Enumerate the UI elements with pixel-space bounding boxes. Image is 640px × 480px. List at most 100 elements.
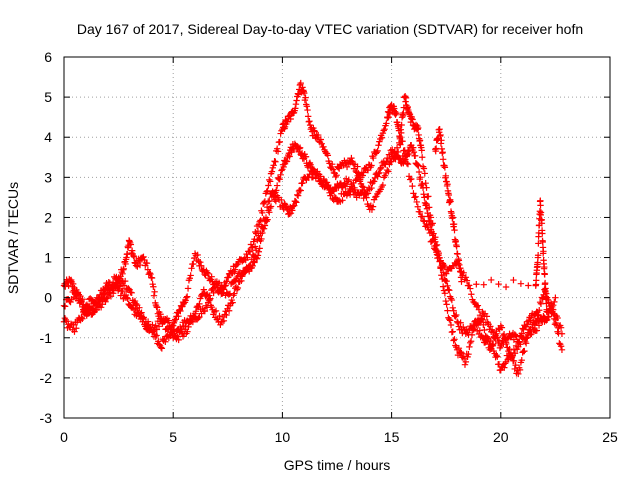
data-point-interp	[128, 247, 136, 254]
data-point-interp	[410, 148, 418, 156]
data-point-interp	[536, 208, 544, 215]
data-point-interp	[212, 307, 220, 315]
data-point-interp	[518, 356, 525, 364]
data-point-interp	[467, 285, 474, 292]
data-point-interp	[256, 245, 263, 252]
data-point-interp	[180, 300, 187, 307]
data-point-interp	[424, 209, 431, 217]
y-tick-label: -3	[40, 410, 53, 426]
data-point-interp	[419, 180, 426, 188]
data-point-interp	[263, 203, 271, 211]
data-point-interp	[294, 90, 302, 97]
data-point-interp	[521, 347, 528, 355]
data-point-interp	[328, 187, 335, 194]
data-point-interp	[517, 341, 524, 348]
data-point-interp	[265, 182, 272, 189]
data-point	[488, 326, 496, 333]
data-point	[443, 270, 450, 277]
data-point-interp	[144, 318, 152, 325]
data-point-interp	[442, 297, 449, 305]
data-point-interp	[288, 149, 295, 156]
data-point-interp	[453, 311, 460, 319]
data-point-interp	[128, 289, 135, 297]
data-point-interp	[450, 337, 457, 344]
y-tick-label: 6	[44, 49, 52, 65]
data-point-interp	[252, 247, 260, 254]
data-point-interp	[264, 187, 271, 195]
data-point	[539, 230, 546, 237]
data-point-interp	[332, 194, 340, 202]
data-point-interp	[325, 181, 332, 189]
data-point-interp	[207, 295, 214, 302]
data-point	[344, 178, 352, 185]
x-tick-label: 10	[275, 429, 291, 445]
data-point-interp	[154, 304, 161, 311]
data-point-interp	[465, 331, 472, 338]
data-point-interp	[444, 307, 451, 314]
data-point-interp	[143, 322, 151, 329]
data-point-interp	[123, 294, 131, 301]
data-point-interp	[101, 290, 108, 297]
data-point-interp	[381, 125, 388, 133]
data-point-interp	[218, 281, 225, 289]
data-point-interp	[474, 302, 482, 309]
y-tick-label: -1	[40, 330, 53, 346]
data-point-interp	[266, 178, 274, 185]
data-point-interp	[444, 181, 451, 188]
data-point-interp	[363, 194, 370, 201]
data-point-interp	[294, 192, 302, 199]
data-point-interp	[203, 304, 211, 311]
data-point-interp	[446, 287, 453, 294]
data-point-interp	[441, 290, 449, 297]
data-point-interp	[517, 280, 525, 287]
data-point-interp	[348, 154, 355, 162]
data-point-interp	[384, 114, 391, 122]
data-point-interp	[534, 308, 541, 316]
data-point-interp	[161, 317, 168, 325]
data-point	[558, 330, 566, 337]
data-point-interp	[140, 314, 147, 321]
data-point-interp	[283, 158, 291, 165]
data-point-interp	[516, 366, 524, 374]
data-point-interp	[206, 292, 213, 299]
data-point-interp	[335, 165, 343, 172]
data-point-interp	[287, 115, 294, 123]
data-point-interp	[175, 336, 182, 344]
data-point-interp	[541, 279, 549, 287]
data-point	[126, 238, 133, 245]
data-point-interp	[67, 298, 74, 306]
data-point-interp	[309, 174, 317, 181]
data-point-interp	[543, 300, 550, 307]
data-point-interp	[397, 141, 404, 148]
data-point-interp	[331, 193, 339, 201]
data-point-interp	[204, 269, 211, 276]
data-point-interp	[351, 184, 358, 192]
data-point-interp	[223, 311, 230, 319]
data-point-interp	[527, 331, 534, 338]
data-point-interp	[283, 205, 291, 213]
data-points	[60, 79, 566, 378]
data-point-interp	[296, 144, 304, 151]
data-point	[436, 126, 443, 133]
data-point	[257, 230, 264, 237]
data-point	[183, 294, 190, 301]
data-point	[486, 346, 494, 354]
data-point-interp	[231, 278, 238, 285]
data-point	[410, 190, 417, 197]
data-point	[355, 174, 363, 181]
data-point-interp	[277, 171, 284, 178]
data-point-interp	[225, 307, 233, 314]
data-point-interp	[286, 113, 293, 120]
data-point-interp	[510, 276, 517, 284]
data-point-interp	[172, 316, 180, 323]
data-point-interp	[139, 315, 146, 322]
data-point-interp	[153, 326, 161, 333]
x-tick-label: 0	[60, 429, 68, 445]
data-point-interp	[286, 210, 293, 218]
data-point-interp	[480, 321, 487, 329]
data-point-interp	[256, 218, 263, 225]
data-point-interp	[541, 263, 548, 271]
data-point	[244, 254, 251, 261]
data-point-interp	[541, 271, 548, 278]
series-track-c	[60, 137, 559, 362]
